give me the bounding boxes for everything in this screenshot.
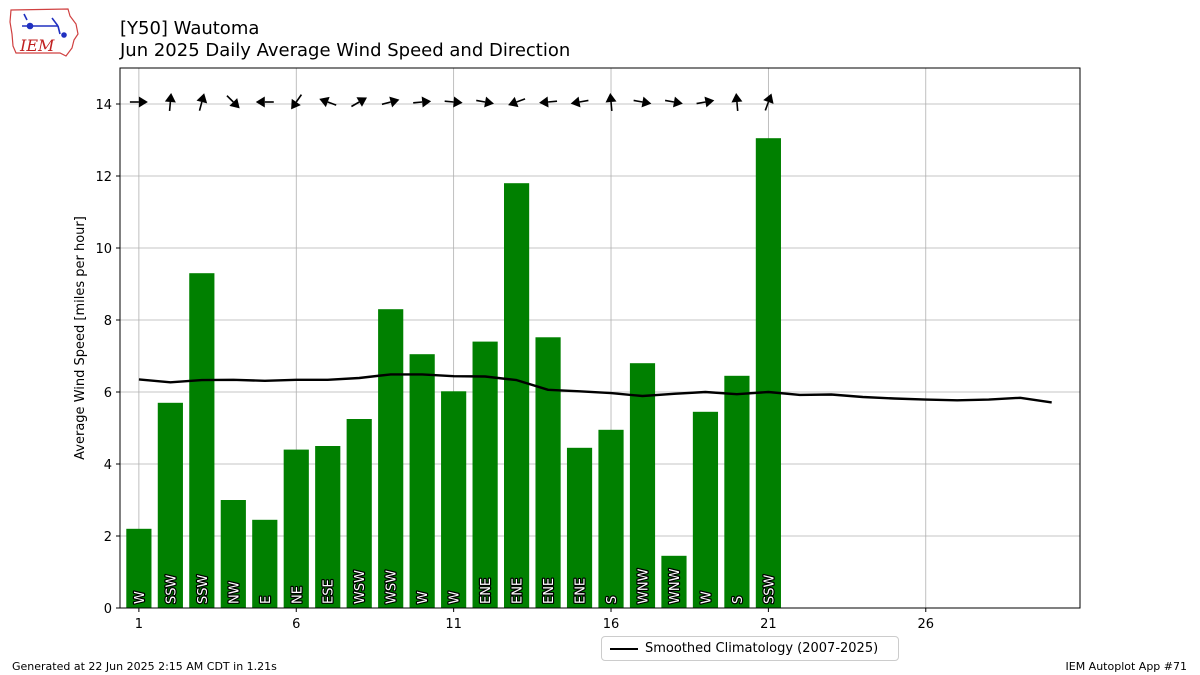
wind-arrow-day-3 <box>196 93 208 111</box>
wind-arrow-day-21 <box>763 93 774 111</box>
chart-subtitle: Jun 2025 Daily Average Wind Speed and Di… <box>120 40 571 61</box>
y-tick-label: 2 <box>104 530 112 545</box>
iem-logo: IEM <box>9 8 79 57</box>
bar-day-6 <box>283 449 309 608</box>
bar-day-13 <box>504 183 530 608</box>
direction-label-day-6: NE <box>290 586 305 604</box>
bar-day-10 <box>409 354 435 608</box>
legend-line-swatch <box>610 648 638 650</box>
direction-label-day-15: ENE <box>574 578 589 604</box>
y-tick-label: 6 <box>104 386 112 401</box>
bars <box>126 138 781 608</box>
direction-label-day-21: SSW <box>762 574 777 604</box>
wind-arrow-day-13 <box>508 96 526 108</box>
wind-arrow-day-11 <box>444 96 463 108</box>
wind-arrow-day-8 <box>351 97 368 108</box>
bar-day-1 <box>126 528 152 608</box>
bar-day-5 <box>252 519 278 608</box>
direction-label-day-8: WSW <box>353 570 368 604</box>
chart-title: [Y50] Wautoma <box>120 18 260 39</box>
direction-label-day-18: WNW <box>668 568 683 604</box>
y-tick-label: 12 <box>95 170 112 185</box>
wind-arrow-day-10 <box>413 96 432 108</box>
generated-timestamp: Generated at 22 Jun 2025 2:15 AM CDT in … <box>12 660 277 673</box>
wind-arrow-day-14 <box>539 96 558 108</box>
bar-day-4 <box>220 500 246 608</box>
direction-label-day-10: W <box>416 591 431 604</box>
direction-label-day-14: ENE <box>542 578 557 604</box>
climatology-line <box>138 373 1052 404</box>
wind-arrow-day-16 <box>605 93 617 112</box>
y-tick-label: 4 <box>104 458 112 473</box>
wind-arrow-day-4 <box>226 95 240 109</box>
direction-label-day-5: E <box>259 596 274 604</box>
legend-label: Smoothed Climatology (2007-2025) <box>645 641 879 656</box>
bar-day-12 <box>472 341 498 608</box>
bar-day-9 <box>378 309 404 608</box>
bar-day-21 <box>755 138 781 608</box>
wind-arrows <box>129 93 774 112</box>
bar-day-15 <box>566 447 593 608</box>
x-tick-label: 16 <box>603 617 620 632</box>
direction-label-day-7: ESE <box>322 579 337 604</box>
plot-frame <box>119 67 1081 609</box>
bar-day-18 <box>661 555 687 608</box>
app-credit: IEM Autoplot App #71 <box>1065 660 1188 673</box>
wind-arrow-day-18 <box>664 96 683 108</box>
climatology-series-line <box>138 373 1052 404</box>
bar-day-14 <box>535 337 561 608</box>
direction-label-day-16: S <box>605 596 620 604</box>
bar-day-11 <box>441 391 467 608</box>
x-tick-label: 26 <box>917 617 934 632</box>
direction-label-day-17: WNW <box>636 568 651 604</box>
bar-day-8 <box>346 419 372 608</box>
y-tick-label: 14 <box>95 98 112 113</box>
y-tick-label: 0 <box>104 602 112 617</box>
wind-arrow-day-5 <box>255 96 274 108</box>
x-tick-label: 6 <box>292 617 300 632</box>
wind-arrow-day-15 <box>570 96 589 108</box>
wind-arrow-day-20 <box>731 93 743 112</box>
wind-arrow-day-1 <box>129 96 148 108</box>
direction-label-day-20: S <box>731 596 746 604</box>
iowa-outline-icon <box>9 8 79 57</box>
x-tick-label: 21 <box>760 617 777 632</box>
wind-arrow-day-6 <box>291 94 303 110</box>
legend: Smoothed Climatology (2007-2025) <box>601 636 899 661</box>
bar-day-2 <box>157 402 183 608</box>
wind-arrow-day-2 <box>164 93 176 112</box>
bar-day-3 <box>189 273 215 608</box>
direction-label-day-1: W <box>133 591 148 604</box>
y-tick-label: 8 <box>104 314 112 329</box>
direction-label-day-12: ENE <box>479 578 494 604</box>
x-tick-label: 1 <box>135 617 143 632</box>
bar-day-17 <box>629 363 656 608</box>
direction-label-day-2: SSW <box>164 574 179 604</box>
wind-arrow-day-12 <box>476 96 494 108</box>
direction-labels: W SSW SSW NW E NE ESE WSW WSW W W ENE ENE ENE ENE S WNW W… <box>132 567 779 605</box>
direction-label-day-11: W <box>448 591 463 604</box>
y-axis-label: Average Wind Speed [miles per hour] <box>73 216 88 460</box>
weather-station-icon <box>22 13 67 38</box>
direction-label-day-19: W <box>699 591 714 604</box>
direction-label-day-4: NW <box>227 581 242 604</box>
wind-arrow-day-9 <box>381 96 400 108</box>
direction-label-day-9: WSW <box>385 570 400 604</box>
x-tick-label: 11 <box>445 617 462 632</box>
logo-text: IEM <box>19 36 55 55</box>
bar-day-20 <box>724 375 750 608</box>
wind-arrow-day-17 <box>633 96 652 108</box>
bar-day-7 <box>315 446 341 608</box>
direction-label-day-3: SSW <box>196 574 211 604</box>
direction-label-day-13: ENE <box>511 578 526 604</box>
y-tick-label: 10 <box>95 242 112 257</box>
wind-arrow-day-19 <box>696 96 715 108</box>
bar-day-16 <box>598 429 624 608</box>
bar-day-19 <box>692 411 719 608</box>
wind-arrow-day-7 <box>319 96 337 108</box>
